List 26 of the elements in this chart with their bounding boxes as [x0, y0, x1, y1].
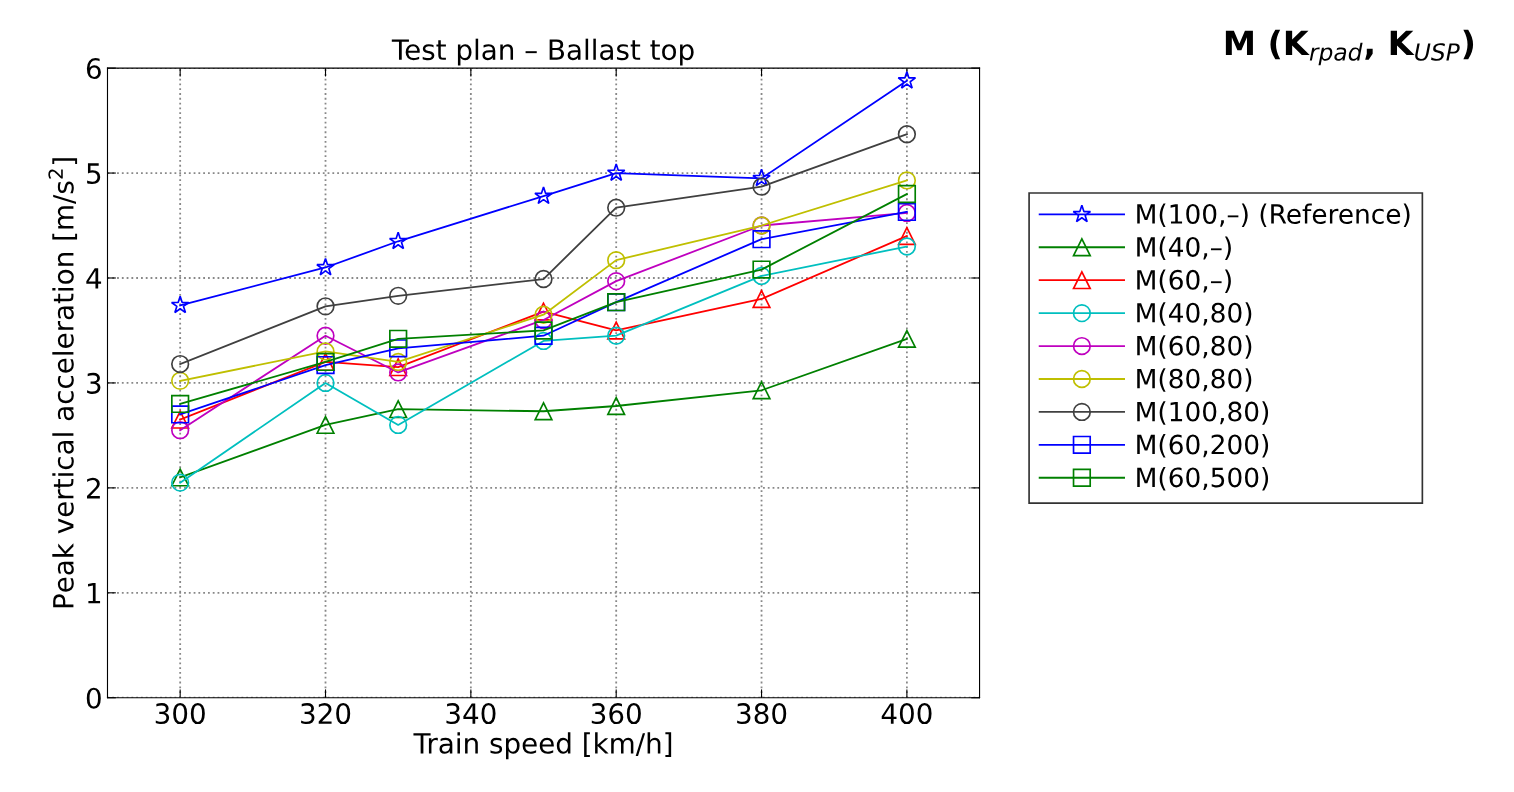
x-tick-label: 320: [301, 703, 351, 725]
x-tick-label: 360: [591, 703, 641, 725]
legend-label: M(60,200): [1137, 434, 1269, 458]
x-tick-label: 300: [155, 703, 205, 725]
y-tick-label: 1: [88, 583, 101, 604]
legend-label: M(60,500): [1137, 466, 1269, 491]
legend-title: M (K$_{rpad}$, K$_{USP}$): [1225, 29, 1474, 66]
legend-label: M(60,80): [1137, 335, 1252, 359]
legend-label: M(100,–) (Reference): [1137, 203, 1410, 228]
y-tick-label: 0: [86, 687, 101, 709]
chart-title: Test plan – Ballast top: [391, 38, 694, 66]
legend-label: M(40,–): [1137, 236, 1231, 260]
legend-label: M(60,–): [1137, 269, 1231, 293]
y-tick-label: 4: [86, 268, 102, 289]
y-tick-label: 3: [87, 372, 101, 394]
x-tick-label: 380: [737, 703, 787, 725]
legend-label: M(80,80): [1137, 368, 1252, 392]
y-tick-label: 2: [86, 477, 100, 499]
y-tick-label: 6: [86, 58, 101, 80]
legend-label: M(40,80): [1137, 302, 1252, 326]
x-tick-label: 340: [446, 703, 496, 725]
y-tick-label: 5: [87, 163, 101, 184]
x-axis-title: Train speed [km/h]: [413, 732, 672, 760]
x-tick-label: 400: [881, 703, 932, 725]
legend-label: M(100,80): [1137, 401, 1269, 425]
y-axis-title: Peak vertical acceleration [m/s$^{2}$]: [48, 158, 78, 608]
